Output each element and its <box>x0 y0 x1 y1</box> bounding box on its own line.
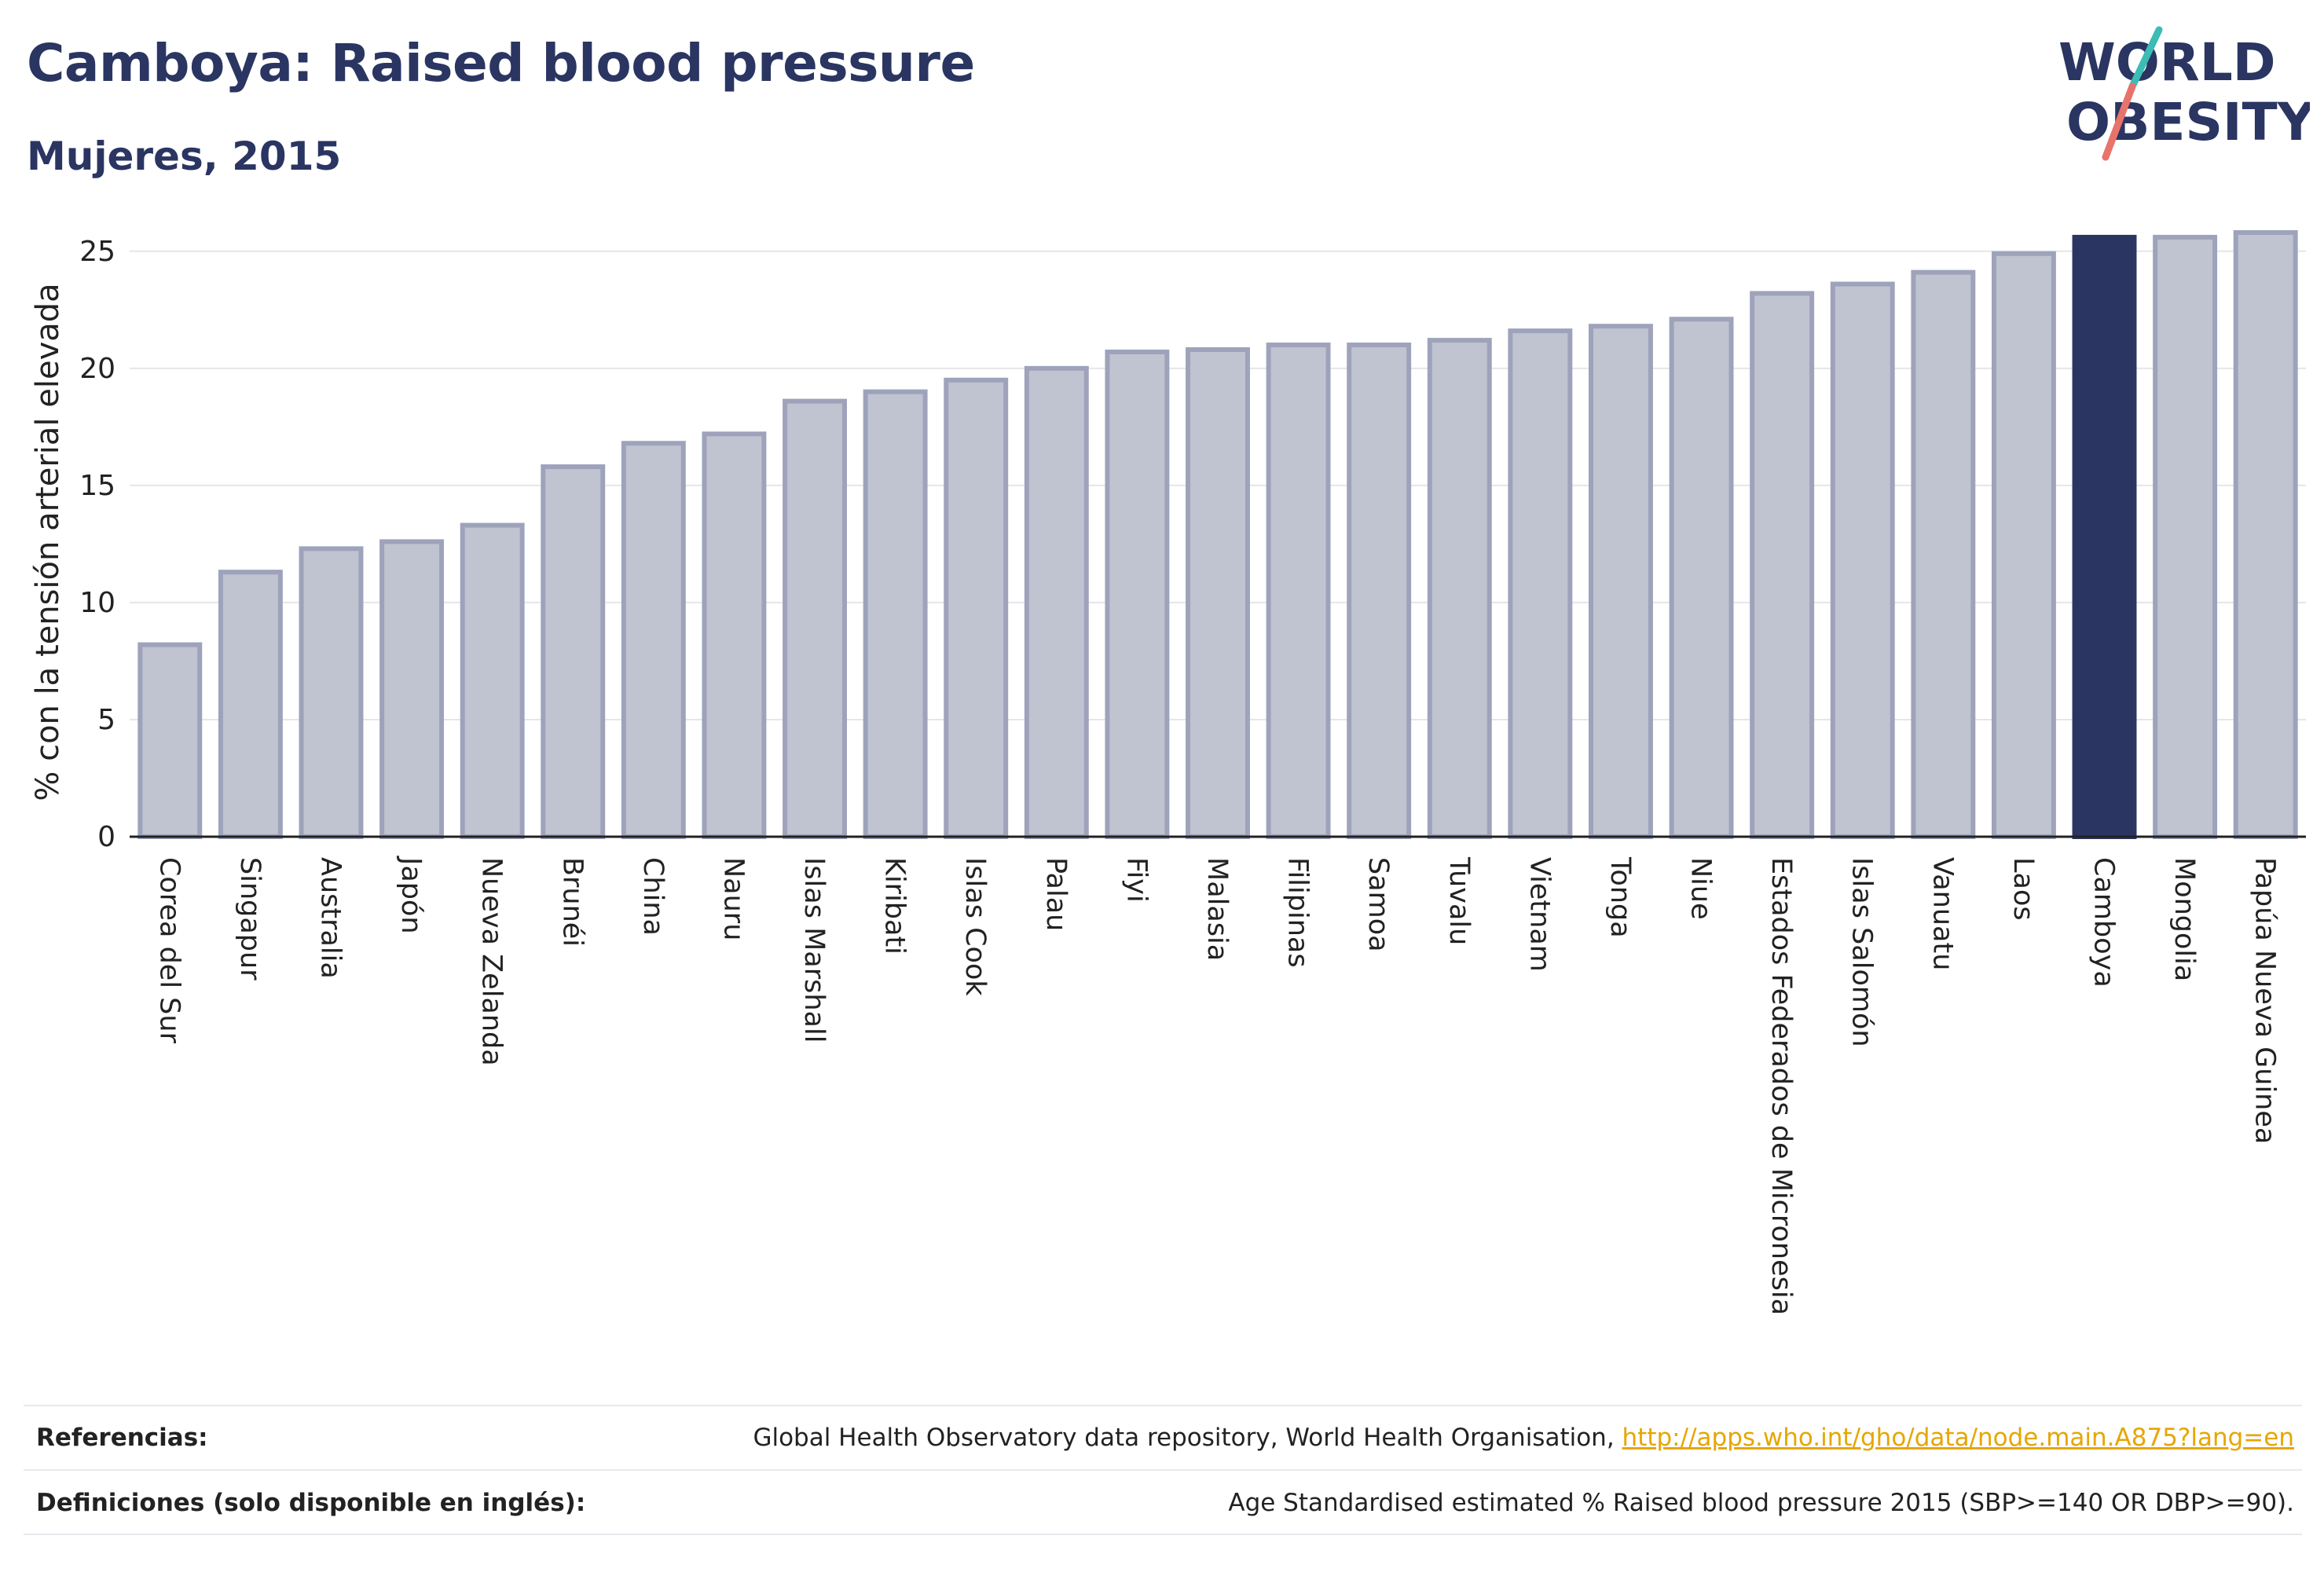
bar <box>783 398 847 840</box>
x-tick-label: Tuvalu <box>1443 856 1475 945</box>
logo-slash-teal <box>2128 26 2163 90</box>
bar <box>1589 324 1653 839</box>
x-tick-label: Tonga <box>1604 856 1636 938</box>
x-tick-label: Islas Marshall <box>798 857 830 1043</box>
bar <box>299 546 364 839</box>
bar <box>621 441 686 839</box>
bar <box>2233 229 2298 839</box>
footer-divider-bottom <box>24 1534 2302 1535</box>
y-tick-label: 15 <box>79 470 115 502</box>
bar <box>702 431 767 839</box>
y-tick-label: 25 <box>79 236 115 268</box>
bar <box>944 377 1009 839</box>
x-tick-label: Nueva Zelanda <box>476 857 508 1066</box>
bar <box>1427 338 1492 840</box>
bar <box>1024 365 1089 840</box>
bar-chart: 0 5 10 15 20 25 Corea del Sur Singapur Australi… <box>30 229 2306 1315</box>
x-tick-label: Singapur <box>234 857 266 980</box>
x-tick-label: Palau <box>1040 857 1072 931</box>
bar <box>1830 281 1895 839</box>
x-tick-label: Niue <box>1685 857 1717 920</box>
bar <box>1911 269 1976 839</box>
logo-slash-coral <box>2102 82 2136 161</box>
bar <box>1669 317 1734 839</box>
logo-text-obesity: OBESITY <box>2066 92 2310 152</box>
y-tick-labels: 0 5 10 15 20 25 <box>79 236 115 853</box>
chart-title: Camboya: Raised blood pressure <box>27 33 975 93</box>
x-tick-label: Japón <box>395 856 427 934</box>
references-text: Global Health Observatory data repositor… <box>753 1424 1622 1452</box>
bar <box>1186 347 1250 839</box>
bar <box>460 522 525 839</box>
chart-subtitle: Mujeres, 2015 <box>27 134 342 179</box>
bar <box>1347 343 1412 839</box>
x-tick-label: Brunéi <box>556 857 588 947</box>
references-label: Referencias: <box>36 1424 208 1452</box>
x-tick-label: Samoa <box>1362 857 1394 952</box>
x-tick-label: Corea del Sur <box>153 857 185 1044</box>
footer-divider-top <box>24 1405 2302 1406</box>
x-tick-labels: Corea del Sur Singapur Australia Japón Nueva… <box>153 856 2280 1315</box>
bar <box>1750 291 1815 839</box>
bars-layer <box>137 229 2298 840</box>
y-tick-label: 0 <box>97 821 115 853</box>
definitions-text: Age Standardised estimated % Raised bloo… <box>1228 1489 2294 1517</box>
bar <box>863 389 928 839</box>
logo-text-world: WORLD <box>2058 32 2276 93</box>
bar <box>2153 234 2218 839</box>
x-tick-label: Vietnam <box>1523 857 1555 972</box>
bar <box>541 464 606 839</box>
bar <box>1266 343 1331 839</box>
x-tick-label: Camboya <box>2088 857 2120 988</box>
x-tick-label: Papúa Nueva Guinea <box>2249 857 2281 1144</box>
bar <box>137 642 203 839</box>
world-obesity-logo: WORLD OBESITY <box>2058 26 2310 161</box>
x-tick-label: Estados Federados de Micronesia <box>1765 857 1797 1315</box>
x-tick-label: China <box>637 857 669 936</box>
bar <box>1991 251 2056 839</box>
x-tick-label: Filipinas <box>1282 857 1314 968</box>
references-link[interactable]: http://apps.who.int/gho/data/node.main.A… <box>1622 1424 2294 1452</box>
y-tick-label: 20 <box>79 353 115 385</box>
x-tick-label: Fiyi <box>1120 857 1152 903</box>
x-tick-label: Vanuatu <box>1926 857 1958 970</box>
x-tick-label: Australia <box>314 857 346 979</box>
bar <box>218 570 283 840</box>
x-tick-label: Nauru <box>717 857 749 940</box>
x-tick-label: Islas Cook <box>959 857 991 996</box>
y-tick-label: 5 <box>97 704 115 736</box>
x-tick-label: Islas Salomón <box>1846 857 1878 1047</box>
x-tick-label: Malasia <box>1201 857 1233 961</box>
bar <box>2072 234 2137 839</box>
bar <box>1105 349 1170 839</box>
y-axis-label: % con la tensión arterial elevada <box>30 283 66 801</box>
footer-divider-middle <box>24 1469 2302 1471</box>
bar <box>1508 328 1573 839</box>
references-value: Global Health Observatory data repositor… <box>753 1424 2294 1452</box>
x-tick-label: Kiribati <box>879 857 911 955</box>
definitions-label: Definiciones (solo disponible en inglés)… <box>36 1489 586 1517</box>
bar <box>379 539 445 840</box>
x-tick-label: Laos <box>2007 857 2039 921</box>
x-tick-label: Mongolia <box>2168 857 2200 981</box>
y-tick-label: 10 <box>79 587 115 619</box>
